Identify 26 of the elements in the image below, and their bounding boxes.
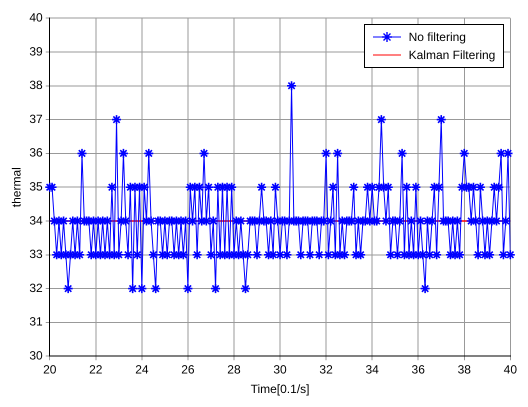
- x-axis-title: Time[0.1/s]: [250, 382, 310, 396]
- y-tick-label: 34: [29, 213, 44, 228]
- legend-label: Kalman Filtering: [408, 48, 496, 62]
- x-tick-label: 20: [43, 362, 57, 377]
- x-tick-label: 28: [227, 362, 241, 377]
- x-tick-label: 36: [412, 362, 426, 377]
- y-tick-label: 40: [29, 10, 44, 25]
- x-tick-label: 26: [181, 362, 195, 377]
- x-tick-label: 24: [135, 362, 149, 377]
- legend-label: No filtering: [408, 30, 466, 44]
- y-tick-label: 38: [29, 78, 44, 92]
- x-tick-label: 34: [365, 362, 380, 377]
- y-tick-label: 37: [29, 112, 44, 126]
- y-tick-label: 35: [29, 180, 44, 194]
- y-tick-label: 31: [29, 314, 44, 329]
- x-tick-label: 40: [504, 362, 518, 377]
- y-tick-label: 30: [29, 348, 44, 363]
- y-tick-label: 39: [29, 44, 44, 58]
- y-tick-label: 32: [29, 280, 44, 295]
- y-tick-label: 36: [29, 146, 44, 160]
- x-tick-label: 30: [273, 362, 288, 377]
- y-tick-label: 33: [29, 247, 44, 262]
- x-tick-label: 32: [319, 362, 334, 377]
- x-tick-label: 38: [458, 362, 472, 377]
- y-axis-title: thermal: [10, 167, 24, 208]
- x-tick-label: 22: [89, 362, 103, 377]
